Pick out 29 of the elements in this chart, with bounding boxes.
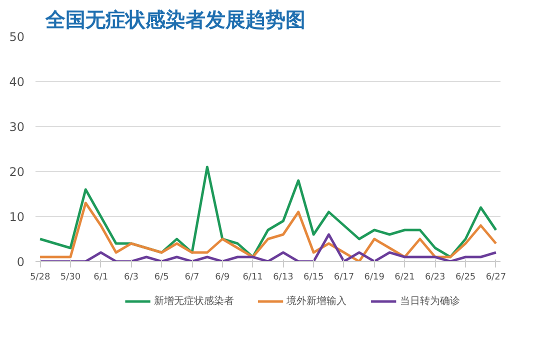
y-tick-label: 10 — [9, 210, 25, 224]
y-tick-label: 50 — [9, 30, 25, 44]
y-tick-label: 20 — [9, 165, 25, 179]
x-tick-label: 6/11 — [242, 272, 263, 282]
x-tick-label: 6/21 — [394, 272, 415, 282]
x-tick-label: 5/30 — [60, 272, 81, 282]
x-tick-label: 5/28 — [30, 272, 50, 282]
x-tick-label: 6/23 — [425, 272, 446, 282]
y-tick-label: 0 — [16, 255, 25, 269]
x-tick-label: 6/19 — [364, 272, 385, 282]
y-tick-label: 40 — [9, 75, 25, 89]
legend-label: 境外新增输入 — [286, 295, 347, 307]
y-tick-label: 30 — [9, 120, 25, 134]
x-tick-label: 6/27 — [486, 272, 506, 282]
x-tick-label: 6/9 — [215, 272, 230, 282]
x-tick-label: 6/3 — [124, 272, 138, 282]
x-tick-label: 6/25 — [455, 272, 476, 282]
x-tick-label: 6/17 — [334, 272, 354, 282]
line-series — [38, 233, 498, 262]
x-tick-label: 6/13 — [273, 272, 294, 282]
x-tick-label: 6/15 — [303, 272, 324, 282]
x-tick-label: 6/1 — [94, 272, 108, 282]
x-tick-label: 6/5 — [154, 272, 169, 282]
chart-title: 全国无症状感染者发展趋势图 — [44, 8, 306, 32]
line-series — [38, 202, 498, 262]
legend-label: 当日转为确诊 — [400, 295, 460, 307]
line-series — [38, 166, 498, 258]
x-tick-label: 6/7 — [184, 272, 200, 282]
legend-label: 新增无症状感染者 — [154, 295, 234, 307]
